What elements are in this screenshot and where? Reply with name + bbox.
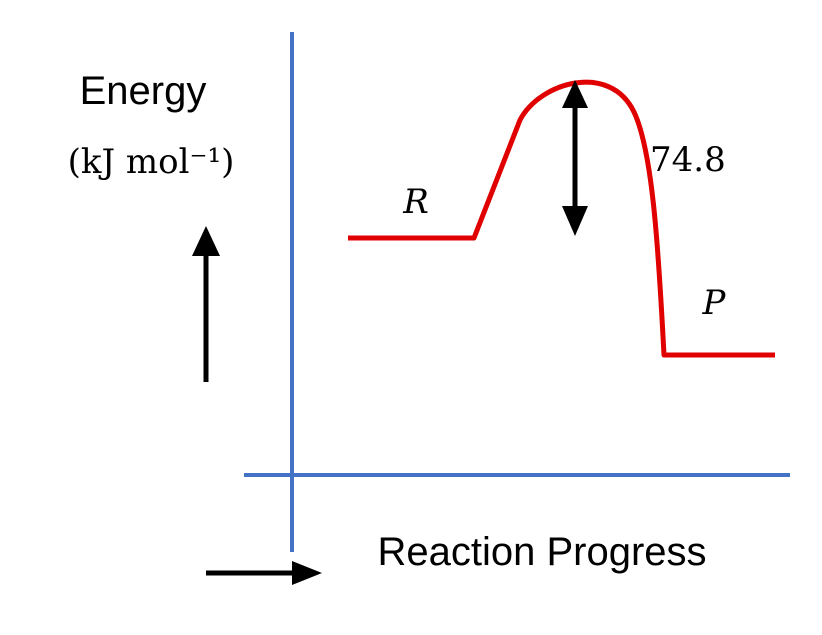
- energy-profile-curve: [348, 79, 775, 358]
- product-label: P: [702, 283, 727, 323]
- reactant-label: R: [402, 182, 429, 222]
- barrier-double-arrow-icon: [562, 80, 588, 236]
- reaction-direction-arrow-icon: [206, 561, 322, 585]
- x-axis-title: Reaction Progress: [377, 530, 706, 574]
- energy-direction-arrow-icon: [192, 226, 220, 382]
- barrier-value-label: 74.8: [650, 140, 726, 180]
- y-axis-title: Energy: [80, 69, 207, 113]
- y-axis-units: (kJ mol⁻¹): [68, 142, 235, 182]
